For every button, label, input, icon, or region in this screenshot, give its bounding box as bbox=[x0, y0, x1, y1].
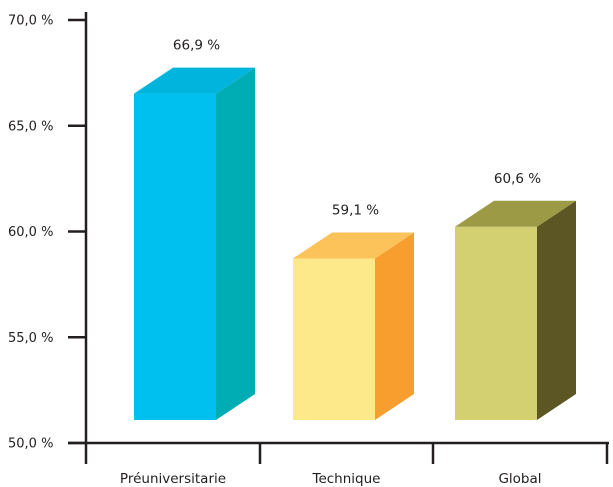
y-tick-label: 65,0 % bbox=[8, 119, 53, 134]
bar-front bbox=[134, 93, 216, 420]
category-label: Préuniversitarie bbox=[120, 471, 226, 487]
axes: 50,0 % 55,0 % 60,0 % 65,0 % 70,0 % bbox=[8, 12, 609, 464]
y-tick-label: 70,0 % bbox=[8, 14, 53, 29]
bar-top bbox=[293, 232, 414, 259]
bars bbox=[134, 67, 576, 420]
category-label: Global bbox=[498, 471, 541, 487]
bar-front bbox=[293, 258, 375, 420]
bar bbox=[293, 232, 414, 420]
y-tick-label: 60,0 % bbox=[8, 225, 53, 240]
y-tick-label: 50,0 % bbox=[8, 437, 53, 452]
data-label: 59,1 % bbox=[332, 203, 379, 219]
bar-side bbox=[216, 67, 255, 420]
data-label: 60,6 % bbox=[494, 171, 541, 187]
labels: 66,9 % Préuniversitarie 59,1 % Technique 60,… bbox=[120, 38, 542, 487]
bar bbox=[134, 67, 255, 420]
category-label: Technique bbox=[312, 471, 381, 487]
bar-front bbox=[455, 226, 537, 420]
y-tick-label: 55,0 % bbox=[8, 331, 53, 346]
bar-side bbox=[375, 232, 414, 420]
bar bbox=[455, 200, 576, 420]
bar-top bbox=[455, 200, 576, 227]
data-label: 66,9 % bbox=[173, 38, 220, 54]
bar-top bbox=[134, 67, 255, 94]
bar-side bbox=[537, 200, 576, 420]
